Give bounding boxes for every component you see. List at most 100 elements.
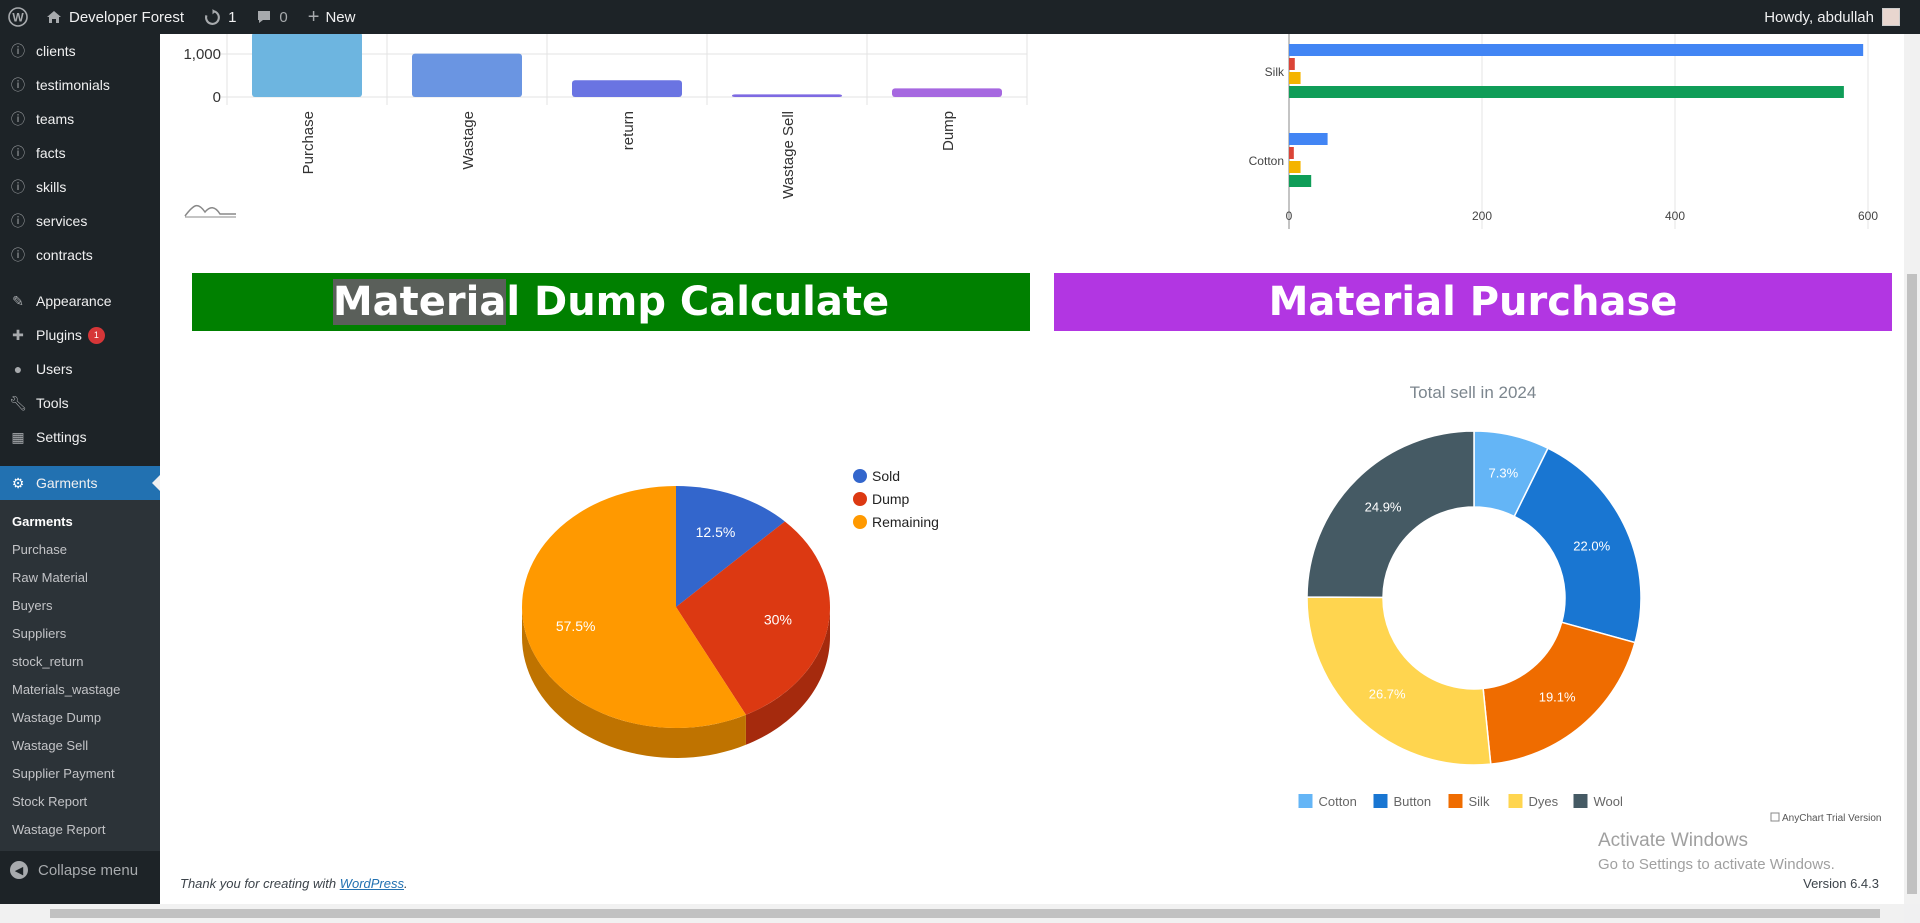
submenu-item[interactable]: stock_return: [12, 653, 84, 669]
pie-slice-remaining[interactable]: [522, 486, 746, 728]
my-account-link[interactable]: Howdy, abdullah: [1754, 0, 1920, 34]
legend-label[interactable]: Sold: [872, 468, 900, 484]
comments-count: 0: [279, 8, 288, 26]
credit-text: AnyChart Trial Version: [1782, 813, 1882, 824]
submenu-item[interactable]: Garments: [12, 513, 73, 529]
updates-count: 1: [228, 8, 237, 26]
legend-label[interactable]: Button: [1394, 794, 1432, 809]
info-icon: ⓘ: [11, 213, 25, 229]
pie-side-dump: [745, 607, 830, 745]
bar-wastage[interactable]: [412, 53, 522, 97]
comments-link[interactable]: 0: [246, 0, 297, 34]
legend-swatch: [853, 469, 867, 483]
submenu-item[interactable]: Suppliers: [12, 625, 67, 641]
bar-silk-s3[interactable]: [1289, 72, 1301, 84]
menu-item-settings[interactable]: ▦ Settings: [0, 420, 160, 454]
menu-item-users[interactable]: ● Users: [0, 352, 160, 386]
submenu-item[interactable]: Wastage Dump: [12, 709, 102, 725]
new-label: New: [325, 8, 356, 26]
updates-link[interactable]: 1: [194, 0, 246, 34]
bar-wastage-sell[interactable]: [732, 94, 842, 97]
bar-cotton-s4[interactable]: [1289, 175, 1312, 187]
menu-item-testimonials[interactable]: ⓘ testimonials: [0, 68, 160, 102]
y-tick-label: 1,000: [183, 46, 221, 63]
submenu-item[interactable]: Stock Report: [12, 793, 88, 809]
vertical-scrollbar[interactable]: [1904, 34, 1920, 904]
wordpress-link[interactable]: WordPress: [339, 876, 404, 891]
submenu-item[interactable]: Raw Material: [12, 569, 88, 585]
legend-label[interactable]: Cotton: [1319, 794, 1357, 809]
menu-label: facts: [36, 145, 66, 161]
bar-cotton-s1[interactable]: [1289, 133, 1328, 145]
scrollbar-thumb[interactable]: [50, 909, 1880, 918]
submenu-item[interactable]: Wastage Sell: [12, 737, 89, 753]
submenu-item[interactable]: Purchase: [12, 541, 67, 557]
horizontal-scrollbar[interactable]: [0, 904, 1904, 923]
bar-silk-s1[interactable]: [1289, 44, 1864, 56]
legend-label[interactable]: Remaining: [872, 514, 939, 530]
menu-item-teams[interactable]: ⓘ teams: [0, 102, 160, 136]
bar-cotton-s3[interactable]: [1289, 161, 1301, 173]
pie-slice-dump[interactable]: [676, 521, 830, 715]
menu-label: Users: [36, 361, 73, 377]
donut-value-label: 7.3%: [1489, 465, 1519, 480]
menu-label: Settings: [36, 429, 87, 445]
menu-item-facts[interactable]: ⓘ facts: [0, 136, 160, 170]
bar-silk-s4[interactable]: [1289, 86, 1844, 98]
plugin-icon: ✚: [12, 326, 24, 343]
anychart-credit[interactable]: AnyChart Trial Version: [1770, 812, 1882, 824]
x-tick-label: Wastage Sell: [780, 111, 797, 199]
menu-item-skills[interactable]: ⓘ skills: [0, 170, 160, 204]
legend-swatch: [1448, 794, 1463, 808]
bar-silk-s2[interactable]: [1289, 58, 1295, 70]
donut-slice-dyes[interactable]: [1306, 596, 1492, 766]
menu-label: Plugins: [36, 327, 82, 343]
info-icon: ⓘ: [11, 247, 25, 263]
bar-purchase[interactable]: [252, 34, 362, 97]
menu-item-appearance[interactable]: ✎ Appearance: [0, 284, 160, 318]
x-tick-label: 0: [1286, 209, 1293, 223]
collapse-label: Collapse menu: [38, 861, 139, 879]
updates-icon: [205, 8, 220, 25]
submenu-item[interactable]: Supplier Payment: [12, 765, 115, 781]
donut-slice-silk[interactable]: [1482, 621, 1636, 765]
bar-return[interactable]: [572, 80, 682, 97]
menu-item-garments[interactable]: ⚙ Garments: [0, 466, 160, 500]
home-icon: [47, 11, 61, 23]
donut-value-label: 26.7%: [1369, 686, 1406, 701]
scrollbar-thumb[interactable]: [1907, 274, 1917, 894]
menu-label: skills: [36, 179, 67, 195]
comment-icon: [258, 11, 271, 23]
donut-slice-button[interactable]: [1513, 447, 1642, 644]
bar-cotton-s2[interactable]: [1289, 147, 1294, 159]
legend-swatch: [1508, 794, 1523, 808]
legend-swatch: [853, 492, 867, 506]
wordpress-logo-icon[interactable]: W: [0, 0, 36, 34]
legend-label[interactable]: Silk: [1469, 794, 1490, 809]
pie-slice-sold[interactable]: [676, 486, 785, 607]
menu-item-tools[interactable]: 🔧︎ Tools: [0, 386, 160, 420]
bar-dump[interactable]: [892, 88, 1002, 97]
y-tick-label: Silk: [1265, 65, 1285, 79]
x-tick-label: return: [620, 111, 637, 150]
donut-slice-wool[interactable]: [1306, 430, 1475, 599]
site-name-link[interactable]: Developer Forest: [36, 0, 194, 34]
legend-label[interactable]: Dyes: [1529, 794, 1559, 809]
chart-title: Total sell in 2024: [1410, 383, 1537, 402]
menu-item-services[interactable]: ⓘ services: [0, 204, 160, 238]
menu-item-clients[interactable]: ⓘ clients: [0, 34, 160, 68]
new-content-link[interactable]: + New: [298, 0, 366, 34]
menu-item-plugins[interactable]: ✚ Plugins 1: [0, 318, 160, 352]
legend-swatch: [1573, 794, 1588, 808]
submenu-item[interactable]: Materials_wastage: [12, 681, 121, 697]
collapse-menu-button[interactable]: ◀ Collapse menu: [0, 851, 160, 889]
info-icon: ⓘ: [11, 111, 25, 127]
banner-title: Material Purchase: [1268, 279, 1678, 325]
legend-label[interactable]: Wool: [1594, 794, 1623, 809]
menu-item-contracts[interactable]: ⓘ contracts: [0, 238, 160, 272]
info-icon: ⓘ: [11, 43, 25, 59]
submenu-item[interactable]: Wastage Report: [12, 821, 106, 837]
legend-label[interactable]: Dump: [872, 491, 910, 507]
pie-side-remaining: [522, 607, 746, 758]
submenu-item[interactable]: Buyers: [12, 597, 53, 613]
